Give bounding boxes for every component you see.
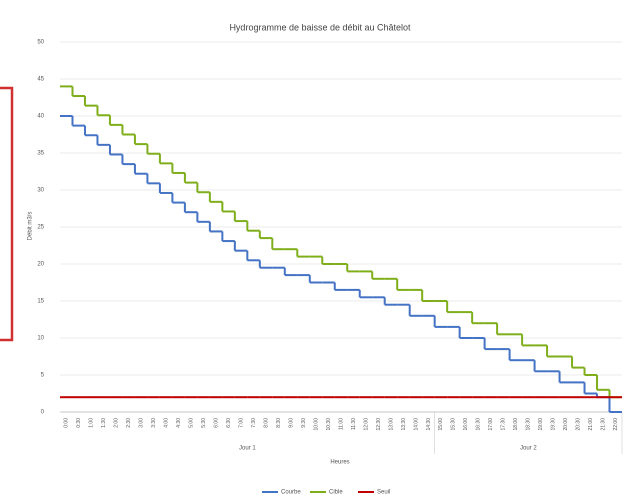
- x-tick-label: 12:30: [376, 418, 382, 431]
- x-tick-label: 10:00: [313, 418, 319, 431]
- legend-label: Courbe: [281, 490, 301, 496]
- x-tick-label: 17:00: [488, 418, 494, 431]
- y-tick-label: 10: [37, 336, 44, 342]
- y-axis-label: Débit m3/s: [28, 212, 34, 241]
- y-tick-label: 50: [37, 40, 44, 46]
- x-tick-label: 13:00: [388, 418, 394, 431]
- x-tick-label: 6:30: [226, 418, 232, 428]
- x-tick-label: 5:30: [201, 418, 207, 428]
- x-tick-label: 15:00: [438, 418, 444, 431]
- x-tick-label: 10:30: [326, 418, 332, 431]
- x-tick-label: 19:30: [551, 418, 557, 431]
- x-tick-label: 22:00: [613, 418, 619, 431]
- x-tick-label: 17:30: [501, 418, 507, 431]
- x-tick-label: 16:30: [476, 418, 482, 431]
- y-tick-label: 5: [41, 373, 45, 379]
- y-tick-label: 35: [37, 151, 44, 157]
- x-tick-label: 18:00: [513, 418, 519, 431]
- x-tick-label: 14:30: [426, 418, 432, 431]
- x-tick-label: 8:30: [276, 418, 282, 428]
- x-tick-label: 20:30: [576, 418, 582, 431]
- y-tick-label: 30: [37, 188, 44, 194]
- x-tick-label: 9:00: [288, 418, 294, 428]
- y-tick-label: 40: [37, 114, 44, 120]
- y-tick-label: 25: [37, 225, 44, 231]
- x-tick-label: 3:30: [151, 418, 157, 428]
- x-tick-label: 2:00: [114, 418, 120, 428]
- x-tick-label: 18:30: [526, 418, 532, 431]
- x-tick-label: 6:00: [213, 418, 219, 428]
- x-tick-label: 0:30: [76, 418, 82, 428]
- x-tick-label: 5:00: [188, 418, 194, 428]
- y-tick-label: 45: [37, 77, 44, 83]
- x-tick-label: 7:30: [251, 418, 257, 428]
- x-tick-label: 4:00: [163, 418, 169, 428]
- x-tick-label: 16:00: [463, 418, 469, 431]
- x-group-label: Jour 2: [520, 446, 537, 452]
- x-tick-label: 11:00: [338, 418, 344, 430]
- chart-title: Hydrogramme de baisse de débit au Châtel…: [229, 22, 411, 32]
- x-tick-label: 15:30: [451, 418, 457, 431]
- x-tick-label: 2:30: [126, 418, 132, 428]
- selection-frame: [0, 86, 14, 342]
- x-tick-label: 4:30: [176, 418, 182, 428]
- x-tick-label: 1:30: [101, 418, 107, 428]
- x-tick-label: 14:00: [413, 418, 419, 431]
- x-tick-label: 13:30: [401, 418, 407, 431]
- x-axis-label: Heures: [330, 460, 349, 466]
- x-tick-label: 21:30: [601, 418, 607, 431]
- y-tick-label: 20: [37, 262, 44, 268]
- x-tick-label: 12:00: [363, 418, 369, 431]
- x-tick-label: 7:00: [238, 418, 244, 428]
- y-tick-label: 15: [37, 299, 44, 305]
- x-tick-label: 0:00: [64, 418, 70, 428]
- y-tick-label: 0: [41, 410, 45, 416]
- legend-label: Cible: [329, 490, 343, 496]
- x-tick-label: 9:30: [301, 418, 307, 428]
- legend-label: Seuil: [377, 490, 390, 496]
- x-tick-label: 8:00: [263, 418, 269, 428]
- x-tick-label: 3:00: [139, 418, 145, 428]
- x-tick-label: 1:00: [89, 418, 95, 428]
- x-tick-label: 21:00: [588, 418, 594, 431]
- x-tick-label: 20:00: [563, 418, 569, 431]
- x-tick-label: 19:00: [538, 418, 544, 431]
- x-group-label: Jour 1: [239, 446, 256, 452]
- x-tick-label: 11:30: [351, 418, 357, 430]
